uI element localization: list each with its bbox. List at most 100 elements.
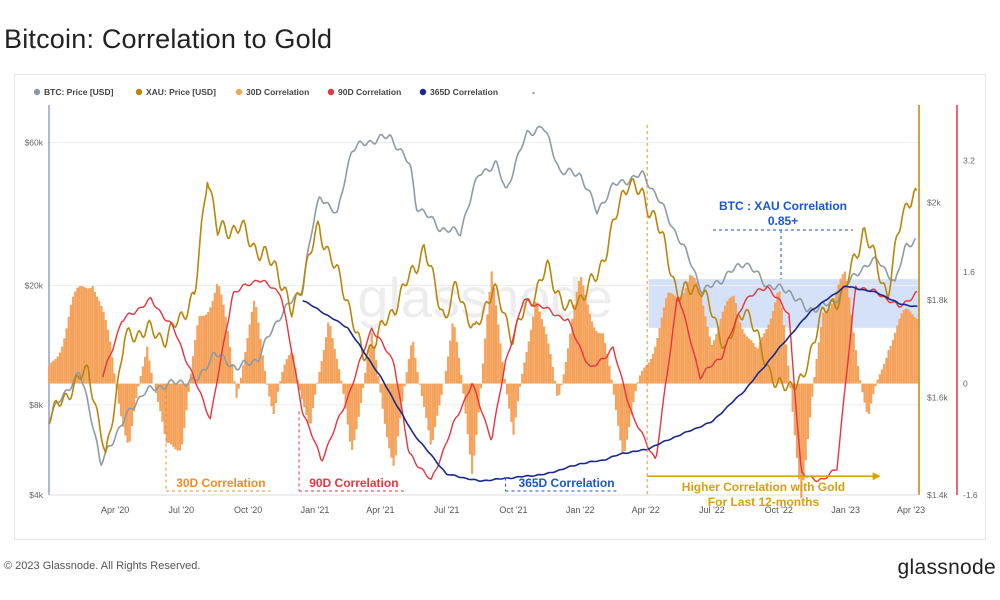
corr30-bar [678,297,681,384]
corr30-bar [95,296,99,384]
corr30-bar [333,348,336,384]
corr30-bar [451,323,454,384]
corr30-bar [126,383,129,443]
corr30-bar [198,316,201,384]
corr30-bar [632,383,635,403]
corr30-bar [656,338,659,384]
corr30-bar [662,307,666,384]
corr30-bar [758,342,762,384]
corr30-bar [444,371,448,384]
corr30-bar [514,383,517,418]
corr30-bar [351,383,354,450]
footer-copyright: © 2023 Glassnode. All Rights Reserved. [4,560,201,572]
corr30-bar [274,383,277,404]
corr30-bar [117,383,120,404]
corr30-bar [604,342,607,384]
corr30-bar [447,356,450,384]
x-tick: Jan '22 [566,505,595,515]
corr30-bar [237,383,240,389]
corr30-bar [242,365,245,384]
corr30-bar [303,383,306,408]
corr30-bar [894,332,897,384]
corr30-bar [287,355,291,384]
corr30-bar [368,344,371,384]
corr30-bar [745,336,748,384]
corr30-bar [826,310,829,384]
corr30-bar [346,383,349,425]
corr30-bar [750,340,753,384]
corr30-bar [348,383,352,442]
corr30-bar [665,298,668,384]
annotation-btc-xau-line2: 0.85+ [768,214,798,228]
corr30-bar [571,318,574,384]
corr30-bar [460,374,463,384]
corr30-bar [872,383,875,395]
chart-card: glassnode $4k $8k $20k $60k $1.4k $1.6k $1.8k $… [14,74,986,540]
corr30-bar [228,346,232,384]
corr30-bar [191,356,195,384]
y-tick-xau: $1.8k [927,295,949,305]
corr30-bar [255,307,258,384]
corr30-bar [235,383,238,398]
corr30-bar [322,349,325,384]
corr30-bar [300,383,304,400]
corr30-bar [549,354,552,384]
corr30-bar [527,341,530,384]
corr30-bar [270,383,273,407]
corr30-bar [122,383,125,427]
corr30-bar [608,365,611,384]
corr30-bar [438,383,441,406]
corr30-bar [763,333,766,384]
corr30-bar [486,314,489,384]
corr30-bar [414,357,417,384]
corr30-bar [209,307,212,384]
corr30-bar [202,315,206,384]
corr30-bar [50,362,53,384]
corr30-bar [111,357,114,384]
corr30-bar [883,364,886,384]
annotation-higher-line1: Higher Correlation with Gold [682,480,845,494]
corr30-bar [224,316,227,384]
corr30-bar [48,365,51,384]
corr30-bar [58,352,62,384]
corr30-bar [612,383,615,395]
corr30-bar [815,358,818,384]
corr30-bar [710,344,714,384]
corr30-bar [370,333,373,384]
corr30-bar [290,352,293,384]
corr30-bar [896,325,899,384]
corr30-bar [776,292,779,384]
y-tick-corr: 3.2 [963,156,975,166]
corr30-bar [285,359,288,384]
corr30-bar [778,291,781,384]
corr30-bar [715,333,718,384]
x-tick: Oct '22 [765,505,793,515]
corr30-bar [113,373,116,384]
corr30-bar [220,294,223,384]
corr30-bar [667,292,670,384]
corr30-bar [516,383,519,402]
corr30-bar [279,381,282,384]
corr30-bar [305,383,308,415]
corr30-bar [324,337,328,384]
corr30-bar [719,318,722,384]
corr30-bar [619,383,622,441]
corr30-bar [560,383,563,386]
legend-label: 90D Correlation [338,87,401,97]
y-tick-xau: $1.6k [927,393,949,403]
corr30-bar [466,383,469,435]
corr30-bar [542,326,546,384]
corr30-bar [381,383,384,409]
corr30-bar [187,383,190,392]
corr30-bar [769,318,772,384]
corr30-bar [130,383,134,427]
corr30-bar [789,383,792,389]
corr30-bar [743,333,746,384]
corr30-bar [204,314,208,384]
corr30-bar [671,293,674,384]
corr30-bar [739,322,742,384]
corr30-bar [462,383,465,394]
corr30-bar [800,383,803,499]
x-tick: Jul '21 [434,505,460,515]
corr30-bar [558,383,561,395]
